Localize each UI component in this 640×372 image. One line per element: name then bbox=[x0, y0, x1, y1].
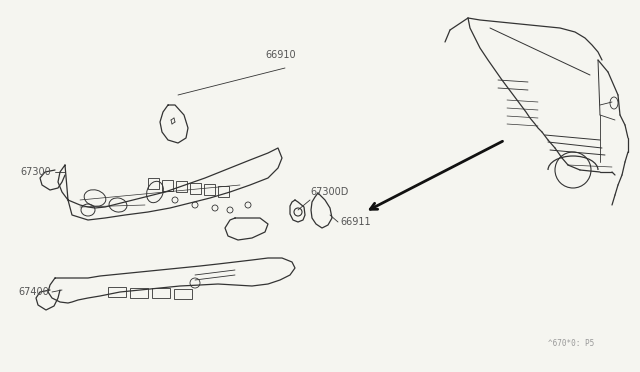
Text: 66911: 66911 bbox=[340, 217, 371, 227]
Bar bbox=[218, 186, 229, 196]
Bar bbox=[148, 178, 159, 189]
Text: 67300: 67300 bbox=[20, 167, 51, 177]
Text: 66910: 66910 bbox=[265, 50, 296, 60]
Bar bbox=[174, 289, 192, 298]
Bar bbox=[130, 288, 148, 298]
Text: 67300D: 67300D bbox=[310, 187, 348, 197]
Bar bbox=[108, 287, 126, 297]
Text: ^670*0: P5: ^670*0: P5 bbox=[548, 339, 595, 348]
Bar bbox=[176, 181, 187, 192]
Bar bbox=[152, 288, 170, 298]
Text: 67400: 67400 bbox=[18, 287, 49, 297]
Bar bbox=[190, 183, 201, 193]
Bar bbox=[204, 184, 215, 195]
Bar bbox=[162, 180, 173, 190]
